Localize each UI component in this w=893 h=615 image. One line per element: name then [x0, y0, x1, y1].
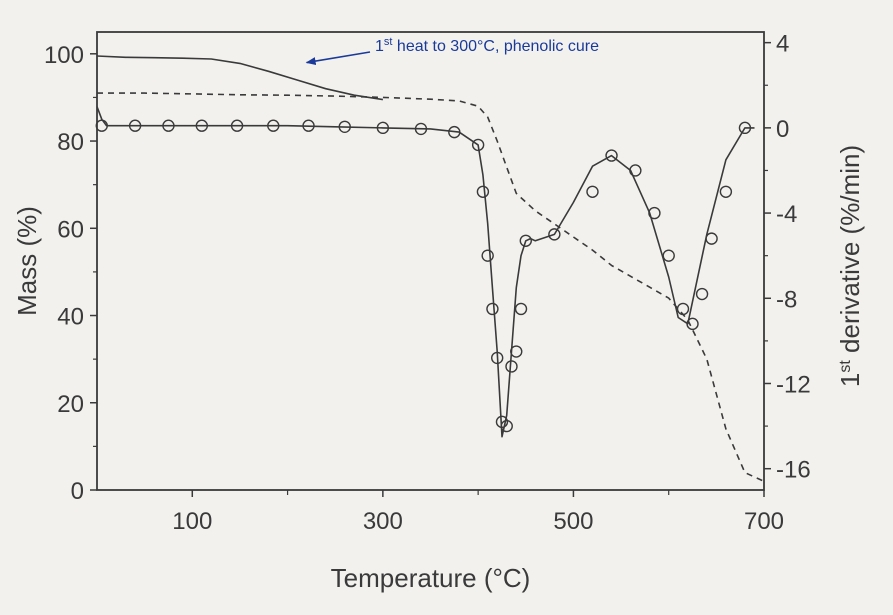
x-tick-label: 100	[172, 508, 212, 535]
derivative-marker	[481, 249, 494, 262]
series-group	[96, 55, 765, 483]
derivative-marker	[629, 164, 642, 177]
y-left-tick-label: 20	[57, 391, 84, 418]
derivative-marker	[586, 185, 599, 198]
y-axis-right-title-prefix: 1	[835, 373, 865, 387]
derivative-marker	[505, 360, 518, 373]
derivative-marker	[471, 138, 485, 152]
y-right-tick-label: 0	[776, 116, 789, 143]
derivative-marker	[195, 119, 209, 132]
y-left-tick-label: 100	[44, 42, 84, 69]
y-right-tick-label: 4	[776, 31, 789, 58]
y-left-tick-label: 60	[57, 216, 84, 243]
y-right-tick-label: -16	[776, 457, 811, 484]
derivative-marker	[491, 351, 504, 365]
plot-frame	[96, 31, 765, 491]
annotation-prefix: 1	[375, 38, 384, 55]
derivative-marker	[510, 345, 523, 358]
x-axis-title: Temperature (°C)	[331, 563, 531, 593]
y-axis-right-title: 1st derivative (%/min)	[835, 145, 865, 387]
derivative-marker	[648, 206, 661, 220]
y-right-tick-label: -8	[776, 286, 797, 313]
annotation-arrow	[305, 51, 371, 66]
x-tick-label: 300	[363, 508, 403, 535]
derivative-marker	[302, 119, 315, 132]
derivative-marker	[662, 249, 675, 262]
annotation-sup: st	[384, 36, 393, 48]
derivative-marker	[128, 119, 142, 132]
derivative-marker	[267, 119, 280, 132]
mass-curve-dashed	[97, 92, 765, 483]
derivative-marker	[414, 122, 428, 136]
derivative-marker	[448, 125, 461, 139]
mass-curve-first-heat	[96, 55, 384, 101]
derivative-marker	[476, 185, 490, 198]
marker-group	[95, 119, 752, 433]
derivative-marker	[230, 119, 244, 132]
derivative-marker	[162, 119, 175, 132]
derivative-marker	[719, 185, 733, 198]
y-axis-right-title-suffix: derivative (%/min)	[835, 145, 865, 360]
labels: Temperature (°C) Mass (%) 1st derivative…	[12, 36, 865, 593]
derivative-marker	[705, 232, 718, 245]
y-left-tick-label: 80	[57, 129, 84, 156]
y-axis-right-title-sup: st	[837, 360, 854, 373]
derivative-marker	[519, 234, 532, 247]
annotation-label: 1st heat to 300°C, phenolic cure	[375, 36, 599, 55]
x-tick-label: 500	[553, 508, 593, 535]
derivative-marker	[376, 121, 390, 135]
derivative-marker	[686, 317, 699, 331]
derivative-curve	[96, 106, 755, 438]
derivative-marker	[514, 302, 528, 316]
derivative-marker	[605, 149, 618, 162]
y-axis-left-title: Mass (%)	[12, 206, 42, 316]
derivative-marker	[695, 287, 709, 301]
x-tick-label: 700	[744, 508, 784, 535]
derivative-marker	[338, 120, 351, 133]
y-right-tick-label: -12	[776, 371, 811, 398]
y-left-tick-label: 0	[71, 478, 84, 505]
derivative-marker	[95, 119, 108, 132]
derivative-marker	[676, 302, 690, 316]
derivative-marker	[500, 419, 513, 433]
annotation-rest: heat to 300°C, phenolic cure	[392, 38, 599, 55]
axes: 100 300 500 700 0 20 40 60 80 100 -16 -12 -8 -4 0 4	[44, 31, 811, 535]
derivative-marker	[738, 121, 752, 135]
y-left-tick-label: 40	[57, 304, 84, 331]
derivative-marker	[486, 302, 499, 316]
y-right-tick-label: -4	[776, 201, 797, 228]
derivative-marker	[548, 228, 561, 241]
